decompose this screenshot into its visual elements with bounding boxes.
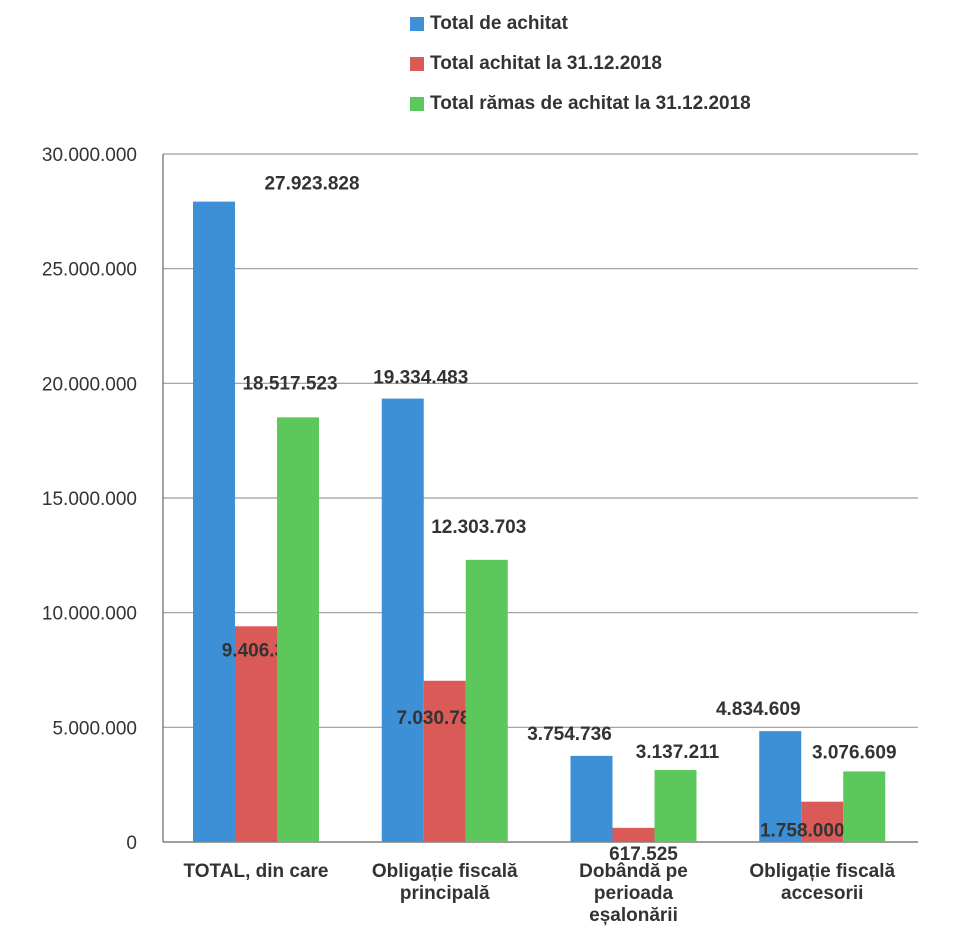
x-tick-label: Obligație fiscală <box>749 861 895 882</box>
x-tick-label: accesorii <box>781 883 863 904</box>
data-label: 19.334.483 <box>373 368 468 389</box>
bar <box>277 417 319 842</box>
legend-item-total-achitat: Total achitat la 31.12.2018 <box>410 44 751 84</box>
data-label: 12.303.703 <box>431 517 526 538</box>
legend-swatch-green <box>410 97 424 111</box>
y-tick-label: 0 <box>126 833 137 854</box>
x-tick-label: principală <box>400 883 490 904</box>
legend-swatch-red <box>410 57 424 71</box>
data-label: 3.754.736 <box>527 724 612 745</box>
y-tick-label: 25.000.000 <box>42 260 137 281</box>
legend-label: Total achitat la 31.12.2018 <box>430 53 662 74</box>
bar <box>193 201 235 843</box>
data-label: 4.834.609 <box>716 699 801 720</box>
data-label: 1.758.000 <box>760 821 845 842</box>
y-tick-label: 10.000.000 <box>42 604 137 625</box>
legend-label: Total rămas de achitat la 31.12.2018 <box>430 93 751 114</box>
data-label: 3.137.211 <box>636 742 720 763</box>
bar <box>843 771 886 842</box>
bar <box>654 770 697 842</box>
bar <box>465 559 508 842</box>
x-tick-label: TOTAL, din care <box>184 861 329 882</box>
data-label: 3.076.609 <box>812 742 897 763</box>
legend-item-total-de-achitat: Total de achitat <box>410 4 751 44</box>
legend-item-total-ramas: Total rămas de achitat la 31.12.2018 <box>410 84 751 124</box>
x-tick-label: perioada <box>594 883 674 904</box>
bar <box>801 801 844 842</box>
bar <box>570 755 613 842</box>
legend-swatch-blue <box>410 17 424 31</box>
legend: Total de achitat Total achitat la 31.12.… <box>410 4 751 124</box>
x-tick-label: Obligație fiscală <box>372 861 518 882</box>
bar <box>423 680 466 842</box>
data-label: 27.923.828 <box>264 174 359 195</box>
bar <box>612 827 655 842</box>
data-label: 617.525 <box>609 844 678 865</box>
y-tick-label: 30.000.000 <box>42 145 137 166</box>
bar <box>235 626 277 842</box>
bar <box>381 398 424 842</box>
y-tick-label: 15.000.000 <box>42 489 137 510</box>
y-tick-label: 5.000.000 <box>52 718 137 739</box>
y-tick-label: 20.000.000 <box>42 374 137 395</box>
data-label: 7.030.780 <box>396 708 481 729</box>
x-tick-label: Dobândă pe <box>579 861 688 882</box>
x-tick-label: eșalonării <box>589 905 678 926</box>
legend-label: Total de achitat <box>430 13 568 34</box>
bar <box>759 731 802 842</box>
data-label: 18.517.523 <box>242 373 337 394</box>
